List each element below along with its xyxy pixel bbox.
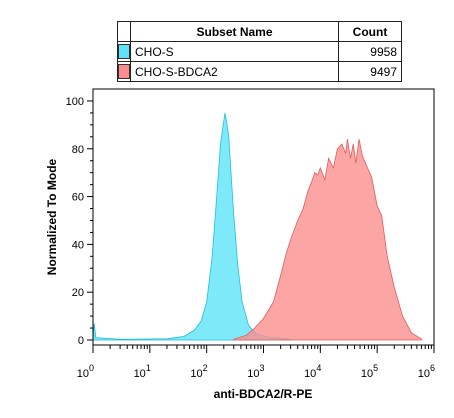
histogram-cho-s bbox=[92, 112, 291, 341]
x-tick-label: 104 bbox=[304, 363, 321, 380]
x-tick-label: 101 bbox=[134, 363, 151, 380]
legend-header-row: Subset Name Count bbox=[117, 21, 402, 42]
legend-count: 9497 bbox=[338, 61, 402, 82]
histogram-cho-s-bdca2 bbox=[233, 139, 422, 341]
legend-swatch bbox=[118, 44, 130, 59]
y-axis-label: Normalized To Mode bbox=[45, 158, 59, 275]
x-tick-label: 100 bbox=[77, 363, 94, 380]
y-tick-label: 100 bbox=[66, 96, 84, 108]
series-layer bbox=[92, 112, 422, 341]
x-tick-label: 102 bbox=[190, 363, 207, 380]
legend-row: CHO-S-BDCA2 9497 bbox=[117, 61, 402, 82]
y-tick-label: 0 bbox=[78, 335, 84, 347]
y-tick-label: 80 bbox=[72, 144, 84, 156]
x-tick-label: 105 bbox=[361, 363, 378, 380]
x-axis-label: anti-BDCA2/R-PE bbox=[214, 387, 313, 401]
x-tick-label: 103 bbox=[247, 363, 264, 380]
y-tick-label: 20 bbox=[72, 287, 84, 299]
y-tick-label: 60 bbox=[72, 192, 84, 204]
legend-subset-name: CHO-S-BDCA2 bbox=[130, 61, 339, 82]
legend-row: CHO-S 9958 bbox=[117, 41, 402, 62]
legend-count: 9958 bbox=[338, 41, 402, 62]
legend-swatch bbox=[118, 64, 130, 79]
legend-table: Subset Name Count CHO-S 9958 CHO-S-BDCA2… bbox=[117, 21, 402, 82]
y-tick-label: 40 bbox=[72, 239, 84, 251]
axis-layer: 0 20 40 60 80 100 100 101 102 103 104 105 106 bbox=[66, 96, 435, 380]
x-tick-label: 106 bbox=[418, 363, 435, 380]
